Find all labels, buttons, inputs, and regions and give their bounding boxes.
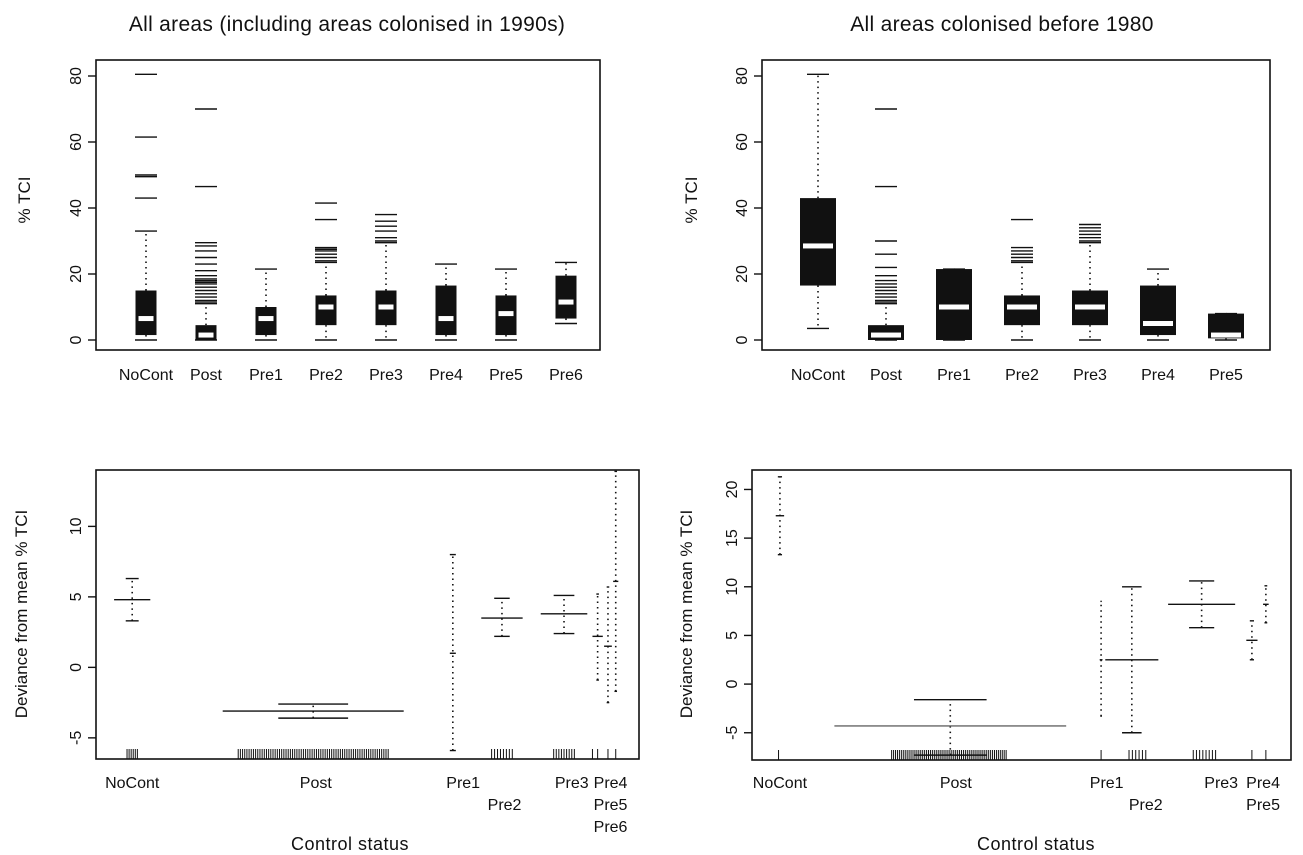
x-tick-label-pre6: Pre6 (594, 819, 628, 836)
x-tick-label-pre5: Pre5 (1246, 797, 1280, 814)
panel-tr-frame (761, 59, 1271, 351)
x-tick-label-pre5: Pre5 (489, 367, 523, 384)
y-tick-label: 0 (724, 680, 741, 689)
panel-bottom-right: Deviance from mean % TCI Control status … (677, 469, 1292, 854)
panel-br-frame (751, 469, 1292, 761)
x-tick-label-pre5: Pre5 (594, 797, 628, 814)
y-tick-label: 0 (734, 335, 751, 344)
median-pre5 (498, 311, 514, 317)
x-tick-label-pre2: Pre2 (309, 367, 343, 384)
x-tick-label-pre3: Pre3 (369, 367, 403, 384)
y-tick-label: 60 (68, 133, 85, 151)
median-nocont (138, 316, 154, 322)
panel-bl-ylabel: Deviance from mean % TCI (12, 510, 31, 718)
x-tick-label-pre2: Pre2 (488, 797, 522, 814)
x-tick-label-pre1: Pre1 (249, 367, 283, 384)
y-tick-label: 5 (724, 631, 741, 640)
median-post (871, 332, 901, 338)
panel-top-right: All areas colonised before 1980 % TCI 0 2… (682, 13, 1271, 384)
y-tick-label: 0 (68, 663, 85, 672)
y-tick-label: 80 (68, 67, 85, 85)
median-pre3 (378, 304, 394, 310)
x-tick-label-pre2: Pre2 (1005, 367, 1039, 384)
box-pre2 (315, 295, 337, 326)
median-pre2 (318, 304, 334, 310)
panel-top-left: All areas (including areas colonised in … (15, 13, 601, 384)
panel-bl-plot: -5 0 5 10 NoCont Post Pre1 Pre2 Pre3 Pre4 Pre5 Pre6 (68, 470, 628, 836)
x-tick-label-pre3: Pre3 (555, 775, 589, 792)
box-pre2 (1004, 295, 1040, 326)
y-tick-label: 40 (734, 199, 751, 217)
x-tick-label-post: Post (870, 367, 903, 384)
x-tick-label-nocont: NoCont (119, 367, 174, 384)
x-tick-label-post: Post (300, 775, 333, 792)
x-tick-label-pre4: Pre4 (429, 367, 463, 384)
x-tick-label-nocont: NoCont (105, 775, 160, 792)
x-tick-label-pre4: Pre4 (594, 775, 628, 792)
panel-br-ylabel: Deviance from mean % TCI (677, 510, 696, 718)
panel-bl-frame (95, 469, 640, 760)
panel-tl-title: All areas (including areas colonised in … (129, 13, 565, 36)
y-tick-label: 40 (68, 199, 85, 217)
box-nocont (800, 198, 836, 286)
y-tick-label: 10 (724, 578, 741, 596)
y-tick-label: 20 (734, 265, 751, 283)
x-tick-label-pre1: Pre1 (446, 775, 480, 792)
x-tick-label-pre4: Pre4 (1141, 367, 1175, 384)
median-pre4 (1143, 321, 1173, 326)
median-pre1 (258, 316, 274, 322)
y-tick-label: 20 (68, 265, 85, 283)
panel-tr-plot: 0 20 40 60 80 NoCont Post Pre1 Pre2 Pre3 Pre4 Pre5 (734, 67, 1244, 384)
x-tick-label-pre6: Pre6 (549, 367, 583, 384)
y-tick-label: 80 (734, 67, 751, 85)
panel-br-plot: -5 0 5 10 15 20 NoCont Post Pre1 Pre2 Pre3 Pre4 Pre5 (724, 476, 1280, 814)
x-tick-label-pre1: Pre1 (1090, 775, 1124, 792)
x-tick-label-pre3: Pre3 (1204, 775, 1238, 792)
median-nocont (803, 243, 833, 249)
x-tick-label-nocont: NoCont (753, 775, 808, 792)
y-tick-label: 10 (68, 517, 85, 535)
panel-bl-xlabel: Control status (291, 834, 409, 854)
panel-tl-ylabel: % TCI (15, 177, 34, 224)
panel-tr-title: All areas colonised before 1980 (850, 13, 1154, 36)
box-nocont (135, 290, 157, 336)
box-pre6 (555, 275, 577, 319)
y-tick-label: -5 (724, 726, 741, 740)
y-tick-label: 5 (68, 592, 85, 601)
x-tick-label-pre4: Pre4 (1246, 775, 1280, 792)
y-tick-label: 60 (734, 133, 751, 151)
panel-tl-frame (95, 59, 601, 351)
x-tick-label-post: Post (940, 775, 973, 792)
y-tick-label: 20 (724, 480, 741, 498)
panel-tl-plot: 0 20 40 60 80 NoCont Post Pre1 Pre2 Pre3 Pre4 Pre5 P… (68, 67, 583, 384)
median-pre2 (1007, 304, 1037, 310)
x-tick-label-pre5: Pre5 (1209, 367, 1243, 384)
y-tick-label: 0 (68, 335, 85, 344)
x-tick-label-pre1: Pre1 (937, 367, 971, 384)
box-pre4 (435, 285, 457, 336)
median-pre1 (939, 304, 969, 310)
median-pre6 (558, 299, 574, 305)
x-tick-label-pre3: Pre3 (1073, 367, 1107, 384)
median-pre3 (1075, 304, 1105, 310)
panel-br-xlabel: Control status (977, 834, 1095, 854)
x-tick-label-nocont: NoCont (791, 367, 846, 384)
box-pre4 (1140, 285, 1176, 336)
x-tick-label-pre2: Pre2 (1129, 797, 1163, 814)
x-tick-label-post: Post (190, 367, 223, 384)
panel-bottom-left: Deviance from mean % TCI Control status … (12, 469, 640, 854)
panel-tr-ylabel: % TCI (682, 177, 701, 224)
median-post (198, 332, 214, 338)
median-pre4 (438, 316, 454, 322)
y-tick-label: -5 (68, 731, 85, 745)
y-tick-label: 15 (724, 529, 741, 547)
median-pre5 (1211, 332, 1241, 338)
